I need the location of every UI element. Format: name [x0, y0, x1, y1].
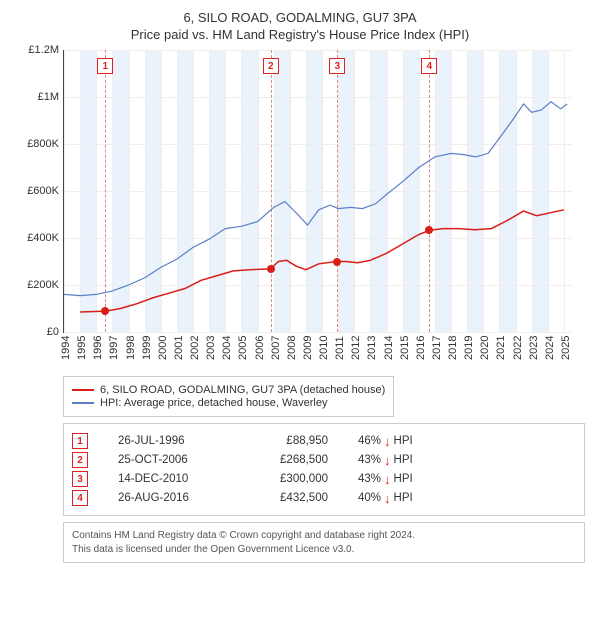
marker-label: 3 [329, 58, 345, 74]
x-tick-label: 1994 [60, 336, 72, 360]
line-layer [64, 50, 572, 332]
transaction-price: £432,500 [248, 492, 328, 504]
legend-swatch [72, 389, 94, 391]
x-tick-label: 2012 [350, 336, 362, 360]
series-line [80, 210, 564, 312]
arrow-down-icon: ↓ [384, 491, 391, 506]
x-tick-label: 2008 [286, 336, 298, 360]
footer-line: This data is licensed under the Open Gov… [72, 543, 576, 557]
x-tick-label: 2005 [237, 336, 249, 360]
y-tick-label: £400K [27, 232, 59, 244]
chart-subtitle: Price paid vs. HM Land Registry's House … [15, 27, 585, 42]
marker-label: 4 [421, 58, 437, 74]
x-tick-label: 1996 [92, 336, 104, 360]
marker-dot [333, 258, 341, 266]
transaction-date: 26-AUG-2016 [118, 492, 218, 504]
transaction-date: 14-DEC-2010 [118, 473, 218, 485]
plot-region: 1994199519961997199819992000200120022003… [63, 50, 572, 333]
x-tick-label: 2002 [189, 336, 201, 360]
transaction-marker: 3 [72, 471, 88, 487]
transaction-row: 1 26-JUL-1996 £88,950 46% ↓ HPI [72, 433, 576, 449]
x-tick-label: 2009 [302, 336, 314, 360]
x-tick-label: 1995 [76, 336, 88, 360]
arrow-down-icon: ↓ [384, 453, 391, 468]
y-tick-label: £600K [27, 185, 59, 197]
transaction-row: 4 26-AUG-2016 £432,500 40% ↓ HPI [72, 490, 576, 506]
transaction-price: £300,000 [248, 473, 328, 485]
x-tick-label: 2019 [463, 336, 475, 360]
transaction-delta: 40% ↓ HPI [358, 491, 413, 506]
x-tick-label: 2017 [431, 336, 443, 360]
marker-dot [425, 226, 433, 234]
x-tick-label: 2020 [479, 336, 491, 360]
marker-label: 2 [263, 58, 279, 74]
x-tick-label: 2023 [528, 336, 540, 360]
x-tick-label: 2013 [366, 336, 378, 360]
legend-swatch [72, 402, 94, 404]
transaction-price: £268,500 [248, 454, 328, 466]
y-tick-label: £200K [27, 279, 59, 291]
x-tick-label: 2018 [447, 336, 459, 360]
x-tick-label: 2014 [383, 336, 395, 360]
transaction-delta: 43% ↓ HPI [358, 453, 413, 468]
x-tick-label: 2007 [270, 336, 282, 360]
x-tick-label: 2011 [334, 336, 346, 360]
y-tick-label: £0 [47, 326, 59, 338]
attribution-footer: Contains HM Land Registry data © Crown c… [63, 522, 585, 563]
legend-label: 6, SILO ROAD, GODALMING, GU7 3PA (detach… [100, 384, 385, 396]
y-tick-label: £1.2M [28, 44, 59, 56]
footer-line: Contains HM Land Registry data © Crown c… [72, 529, 576, 543]
chart-area: £0£200K£400K£600K£800K£1M£1.2M 199419951… [15, 50, 585, 332]
transaction-marker: 2 [72, 452, 88, 468]
marker-dot [267, 265, 275, 273]
x-tick-label: 2000 [157, 336, 169, 360]
x-tick-label: 1997 [108, 336, 120, 360]
transaction-marker: 1 [72, 433, 88, 449]
x-tick-label: 2015 [399, 336, 411, 360]
y-tick-label: £800K [27, 138, 59, 150]
y-axis: £0£200K£400K£600K£800K£1M£1.2M [15, 50, 59, 332]
x-tick-label: 2003 [205, 336, 217, 360]
arrow-down-icon: ↓ [384, 434, 391, 449]
x-tick-label: 2006 [254, 336, 266, 360]
transaction-delta: 43% ↓ HPI [358, 472, 413, 487]
transaction-row: 2 25-OCT-2006 £268,500 43% ↓ HPI [72, 452, 576, 468]
x-tick-label: 1999 [141, 336, 153, 360]
legend-box: 6, SILO ROAD, GODALMING, GU7 3PA (detach… [63, 376, 394, 417]
transaction-row: 3 14-DEC-2010 £300,000 43% ↓ HPI [72, 471, 576, 487]
transaction-date: 26-JUL-1996 [118, 435, 218, 447]
legend-label: HPI: Average price, detached house, Wave… [100, 397, 327, 409]
chart-title: 6, SILO ROAD, GODALMING, GU7 3PA [15, 10, 585, 25]
arrow-down-icon: ↓ [384, 472, 391, 487]
x-tick-label: 2022 [512, 336, 524, 360]
x-tick-label: 2010 [318, 336, 330, 360]
x-tick-label: 2001 [173, 336, 185, 360]
transactions-table: 1 26-JUL-1996 £88,950 46% ↓ HPI 2 25-OCT-2006… [63, 423, 585, 516]
x-tick-label: 2024 [544, 336, 556, 360]
transaction-delta: 46% ↓ HPI [358, 434, 413, 449]
x-tick-label: 2016 [415, 336, 427, 360]
x-tick-label: 2004 [221, 336, 233, 360]
transaction-date: 25-OCT-2006 [118, 454, 218, 466]
series-line [64, 102, 567, 296]
y-tick-label: £1M [38, 91, 59, 103]
legend-item: 6, SILO ROAD, GODALMING, GU7 3PA (detach… [72, 384, 385, 396]
legend-item: HPI: Average price, detached house, Wave… [72, 397, 385, 409]
x-tick-label: 1998 [125, 336, 137, 360]
transaction-price: £88,950 [248, 435, 328, 447]
x-tick-label: 2021 [495, 336, 507, 360]
transaction-marker: 4 [72, 490, 88, 506]
marker-label: 1 [97, 58, 113, 74]
marker-dot [101, 307, 109, 315]
x-tick-label: 2025 [560, 336, 572, 360]
